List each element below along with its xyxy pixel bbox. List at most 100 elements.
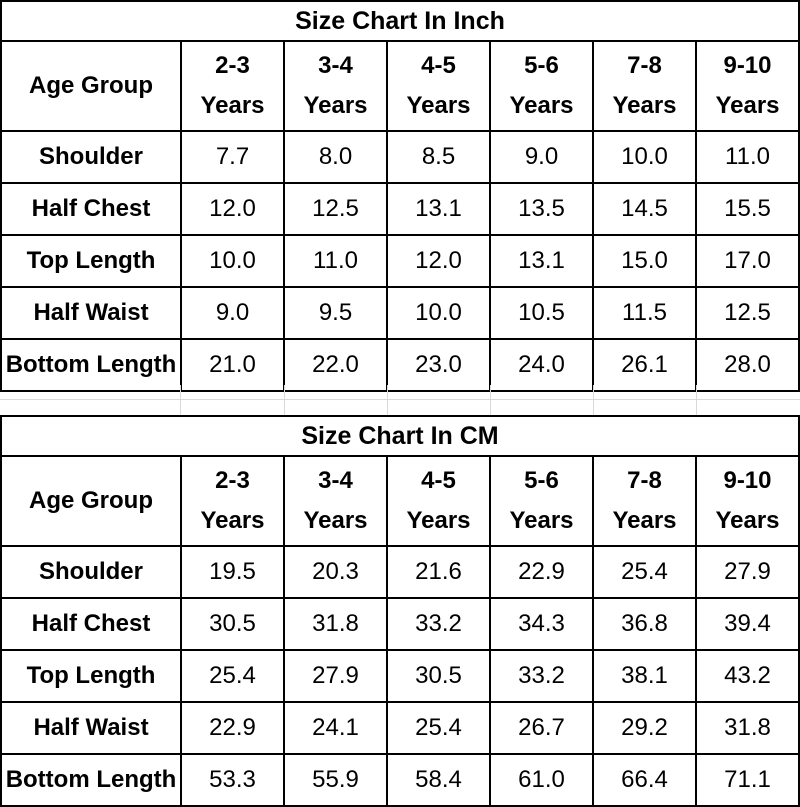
measurement-value: 33.2: [489, 649, 594, 703]
age-range: 2-3: [215, 52, 250, 79]
measurement-value: 9.0: [489, 130, 594, 184]
measurement-value: 10.0: [592, 130, 697, 184]
age-column-header: 9-10 Years: [695, 40, 800, 132]
age-unit: Years: [200, 507, 265, 534]
table-row: Half Chest 30.5 31.8 33.2 34.3 36.8 39.4: [0, 597, 800, 651]
measurement-value: 29.2: [592, 701, 697, 755]
measurement-value: 14.5: [592, 182, 697, 236]
measurement-value: 27.9: [695, 545, 800, 599]
table-row: Top Length 25.4 27.9 30.5 33.2 38.1 43.2: [0, 649, 800, 703]
age-range: 9-10: [723, 467, 772, 494]
measurement-value: 31.8: [283, 597, 388, 651]
measurement-value: 20.3: [283, 545, 388, 599]
measurement-value: 21.6: [386, 545, 491, 599]
measurement-value: 43.2: [695, 649, 800, 703]
age-group-label: Age Group: [0, 40, 182, 132]
measurement-value: 33.2: [386, 597, 491, 651]
measurement-value: 34.3: [489, 597, 594, 651]
age-unit: Years: [406, 92, 471, 119]
measurement-value: 7.7: [180, 130, 285, 184]
age-unit: Years: [509, 507, 574, 534]
measurement-value: 25.4: [592, 545, 697, 599]
table-title: Size Chart In CM: [0, 415, 800, 457]
measurement-value: 13.5: [489, 182, 594, 236]
measurement-value: 11.5: [592, 286, 697, 340]
measurement-value: 9.5: [283, 286, 388, 340]
measurement-value: 28.0: [695, 338, 800, 392]
age-unit: Years: [612, 92, 677, 119]
age-range: 3-4: [318, 467, 353, 494]
measurement-value: 12.5: [695, 286, 800, 340]
measurement-value: 71.1: [695, 753, 800, 807]
measurement-label: Half Waist: [0, 701, 182, 755]
measurement-value: 17.0: [695, 234, 800, 288]
measurement-label: Shoulder: [0, 545, 182, 599]
measurement-label: Half Chest: [0, 597, 182, 651]
measurement-value: 11.0: [283, 234, 388, 288]
age-column-header: 5-6 Years: [489, 40, 594, 132]
age-range: 4-5: [421, 467, 456, 494]
table-row: Half Waist 9.0 9.5 10.0 10.5 11.5 12.5: [0, 286, 800, 340]
measurement-value: 10.0: [180, 234, 285, 288]
measurement-label: Bottom Length: [0, 338, 182, 392]
measurement-value: 8.0: [283, 130, 388, 184]
age-column-header: 7-8 Years: [592, 40, 697, 132]
measurement-label: Bottom Length: [0, 753, 182, 807]
measurement-value: 21.0: [180, 338, 285, 392]
measurement-label: Top Length: [0, 234, 182, 288]
size-chart-inch-table: Size Chart In Inch Age Group 2-3 Years 3-4 Ye…: [0, 0, 800, 392]
table-title: Size Chart In Inch: [0, 0, 800, 42]
age-column-header: 4-5 Years: [386, 455, 491, 547]
title-row: Size Chart In Inch: [0, 0, 800, 42]
header-row: Age Group 2-3 Years 3-4 Years 4-5 Years 5-6 Year…: [0, 40, 800, 132]
table-row: Shoulder 7.7 8.0 8.5 9.0 10.0 11.0: [0, 130, 800, 184]
measurement-value: 12.0: [180, 182, 285, 236]
measurement-value: 10.5: [489, 286, 594, 340]
measurement-value: 15.0: [592, 234, 697, 288]
table-row: Half Chest 12.0 12.5 13.1 13.5 14.5 15.5: [0, 182, 800, 236]
measurement-value: 36.8: [592, 597, 697, 651]
measurement-value: 26.7: [489, 701, 594, 755]
measurement-value: 25.4: [386, 701, 491, 755]
age-range: 9-10: [723, 52, 772, 79]
measurement-value: 9.0: [180, 286, 285, 340]
measurement-value: 22.0: [283, 338, 388, 392]
table-row: Bottom Length 21.0 22.0 23.0 24.0 26.1 28.0: [0, 338, 800, 392]
measurement-value: 58.4: [386, 753, 491, 807]
table-row: Top Length 10.0 11.0 12.0 13.1 15.0 17.0: [0, 234, 800, 288]
measurement-label: Half Waist: [0, 286, 182, 340]
measurement-value: 30.5: [180, 597, 285, 651]
age-unit: Years: [612, 507, 677, 534]
measurement-value: 53.3: [180, 753, 285, 807]
measurement-value: 19.5: [180, 545, 285, 599]
measurement-value: 10.0: [386, 286, 491, 340]
age-range: 3-4: [318, 52, 353, 79]
measurement-value: 13.1: [489, 234, 594, 288]
measurement-value: 38.1: [592, 649, 697, 703]
age-range: 5-6: [524, 52, 559, 79]
age-column-header: 7-8 Years: [592, 455, 697, 547]
age-group-label: Age Group: [0, 455, 182, 547]
measurement-value: 39.4: [695, 597, 800, 651]
measurement-value: 25.4: [180, 649, 285, 703]
table-row: Bottom Length 53.3 55.9 58.4 61.0 66.4 71.1: [0, 753, 800, 807]
measurement-value: 11.0: [695, 130, 800, 184]
age-range: 2-3: [215, 467, 250, 494]
measurement-value: 27.9: [283, 649, 388, 703]
title-row: Size Chart In CM: [0, 415, 800, 457]
size-chart-cm-table: Size Chart In CM Age Group 2-3 Years 3-4 Year…: [0, 415, 800, 807]
measurement-value: 31.8: [695, 701, 800, 755]
measurement-value: 55.9: [283, 753, 388, 807]
measurement-label: Half Chest: [0, 182, 182, 236]
age-column-header: 4-5 Years: [386, 40, 491, 132]
measurement-value: 30.5: [386, 649, 491, 703]
measurement-value: 13.1: [386, 182, 491, 236]
age-column-header: 2-3 Years: [180, 455, 285, 547]
age-column-header: 9-10 Years: [695, 455, 800, 547]
measurement-value: 12.5: [283, 182, 388, 236]
age-column-header: 3-4 Years: [283, 40, 388, 132]
age-unit: Years: [406, 507, 471, 534]
measurement-value: 8.5: [386, 130, 491, 184]
age-range: 5-6: [524, 467, 559, 494]
age-unit: Years: [200, 92, 265, 119]
